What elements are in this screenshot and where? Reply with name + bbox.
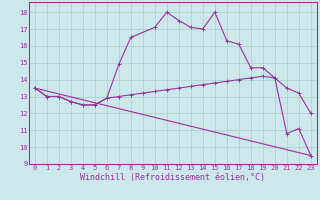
X-axis label: Windchill (Refroidissement éolien,°C): Windchill (Refroidissement éolien,°C) (80, 173, 265, 182)
